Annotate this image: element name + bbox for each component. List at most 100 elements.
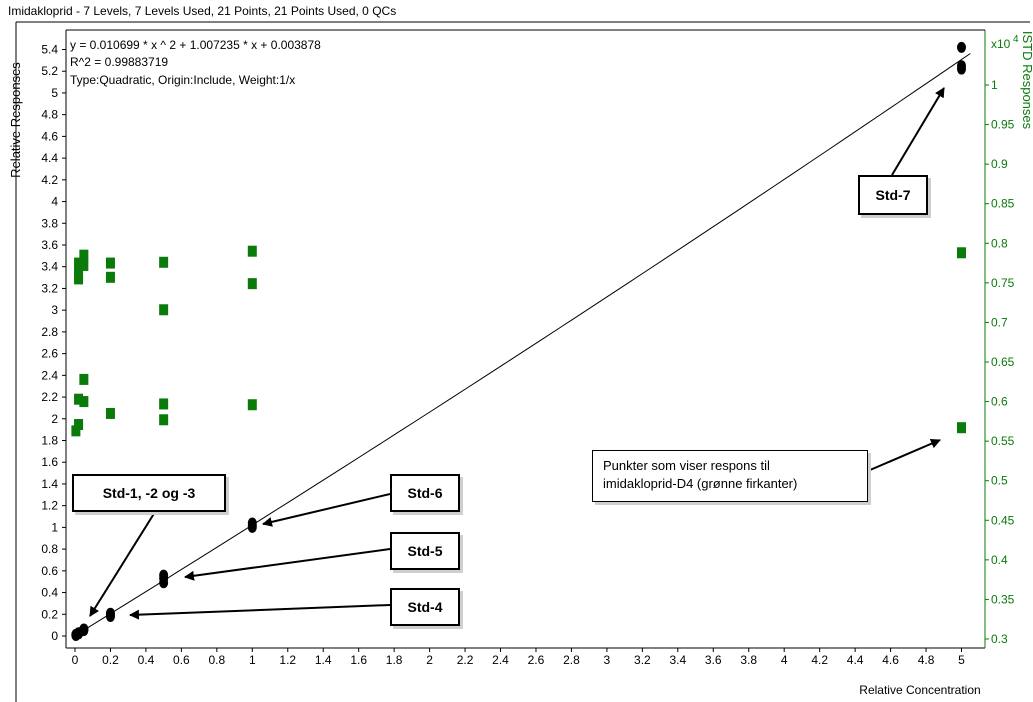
istd-point [105,407,115,419]
y-tick-label: 4.8 [41,108,58,122]
fit-curve [74,53,971,637]
y2-tick-label: 0.4 [991,553,1008,567]
x-tick-label: 0.4 [138,653,155,667]
calibration-point [957,41,966,53]
arrow-istd-note [869,438,941,471]
y-tick-label: 3.2 [41,281,58,295]
y-tick-label: 1.6 [41,455,58,469]
x-tick-label: 3.6 [705,653,722,667]
y-tick-label: 3.4 [41,260,58,274]
y2-tick-label: 0.7 [991,315,1008,329]
istd-point [74,273,84,285]
y-tick-label: 0.8 [41,542,58,556]
calibration-point [247,517,257,529]
y-tick-label: 4.4 [41,151,58,165]
y-tick-label: 2.4 [41,368,58,382]
y-tick-label: 0.4 [41,586,58,600]
y-tick-label: 2 [51,412,58,426]
chart-header-title: Imidakloprid - 7 Levels, 7 Levels Used, … [8,4,397,18]
istd-point [79,249,89,261]
arrow-std6 [262,493,391,527]
calibration-point [159,569,169,581]
note-line-2: imidakloprid-D4 (grønne firkanter) [603,476,798,491]
y-tick-label: 0.2 [41,607,58,621]
arrow-std7 [891,87,945,176]
y2-tick-label: 0.8 [991,236,1008,250]
calibration-point [957,60,966,72]
r-squared-text: R^2 = 0.99883719 [70,55,169,69]
fit-line-layer [74,53,971,637]
y-tick-label: 4.2 [41,173,58,187]
istd-point [159,256,169,268]
x-tick-label: 2.8 [563,653,580,667]
x-tick-label: 0.8 [208,653,225,667]
equation-text: y = 0.010699 * x ^ 2 + 1.007235 * x + 0.… [70,38,321,52]
istd-point [957,422,966,434]
y-tick-label: 5 [51,86,58,100]
x-tick-label: 4.2 [811,653,828,667]
x-tick-label: 2.4 [492,653,509,667]
y-tick-label: 2.8 [41,325,58,339]
y-tick-label: 0.6 [41,564,58,578]
y-tick-label: 3.6 [41,238,58,252]
y-tick-label: 4.6 [41,129,58,143]
y-tick-label: 1 [51,520,58,534]
y-tick-label: 3 [51,303,58,317]
y-tick-label: 0 [51,629,58,643]
y2-tick-label: 0.55 [991,434,1015,448]
x-tick-label: 0.2 [102,653,119,667]
y-tick-label: 3.8 [41,216,58,230]
istd-point [74,393,84,405]
y2-axis-title: ISTD Responses [1020,31,1033,130]
arrow-std1-3 [89,511,156,617]
x-tick-label: 3 [604,653,611,667]
y2-tick-label: 0.3 [991,632,1008,646]
istd-point [71,425,81,437]
arrow-std5 [184,548,391,581]
y2-tick-label: 0.9 [991,157,1008,171]
y2-tick-label: 0.65 [991,355,1015,369]
x-tick-label: 4.4 [847,653,864,667]
istd-point [247,399,257,411]
istd-point [957,247,966,259]
y2-tick-label: 0.5 [991,474,1008,488]
x-tick-label: 3.8 [740,653,757,667]
x-tick-label: 0.6 [173,653,190,667]
istd-point [105,257,115,269]
calibration-points-layer [71,41,966,641]
x-tick-label: 1.4 [315,653,332,667]
y-tick-label: 2.2 [41,390,58,404]
istd-point [79,373,89,385]
x-tick-label: 0 [72,653,79,667]
y-tick-label: 1.4 [41,477,58,491]
istd-point [159,398,169,410]
y2-tick-label: 0.35 [991,592,1015,606]
y-tick-label: 5.4 [41,43,58,57]
x-tick-label: 1.8 [386,653,403,667]
y-tick-label: 1.8 [41,434,58,448]
istd-point [247,278,257,290]
x-tick-label: 3.4 [669,653,686,667]
x-tick-label: 4 [781,653,788,667]
y2-tick-label: 1 [991,78,998,92]
x-tick-label: 5 [958,653,965,667]
x-tick-label: 1.6 [350,653,367,667]
callout-std7: Std-7 [858,175,928,215]
x-tick-label: 2.2 [457,653,474,667]
y2-exponent-label: 4 [1013,34,1019,45]
y2-tick-label: 0.75 [991,276,1015,290]
y2-tick-label: 0.6 [991,395,1008,409]
y-tick-label: 1.2 [41,499,58,513]
istd-point [247,245,257,257]
istd-points-layer [71,245,966,437]
y2-tick-label: 0.85 [991,197,1015,211]
y-tick-label: 5.2 [41,64,58,78]
istd-note-box: Punkter som viser respons til imidaklopr… [592,450,868,502]
callout-std1-3: Std-1, -2 og -3 [72,474,226,512]
x-tick-label: 4.8 [918,653,935,667]
x-tick-label: 2.6 [528,653,545,667]
callout-std6: Std-6 [390,474,460,512]
fit-type-text: Type:Quadratic, Origin:Include, Weight:1… [70,73,296,87]
y2-tick-label: 0.45 [991,513,1015,527]
